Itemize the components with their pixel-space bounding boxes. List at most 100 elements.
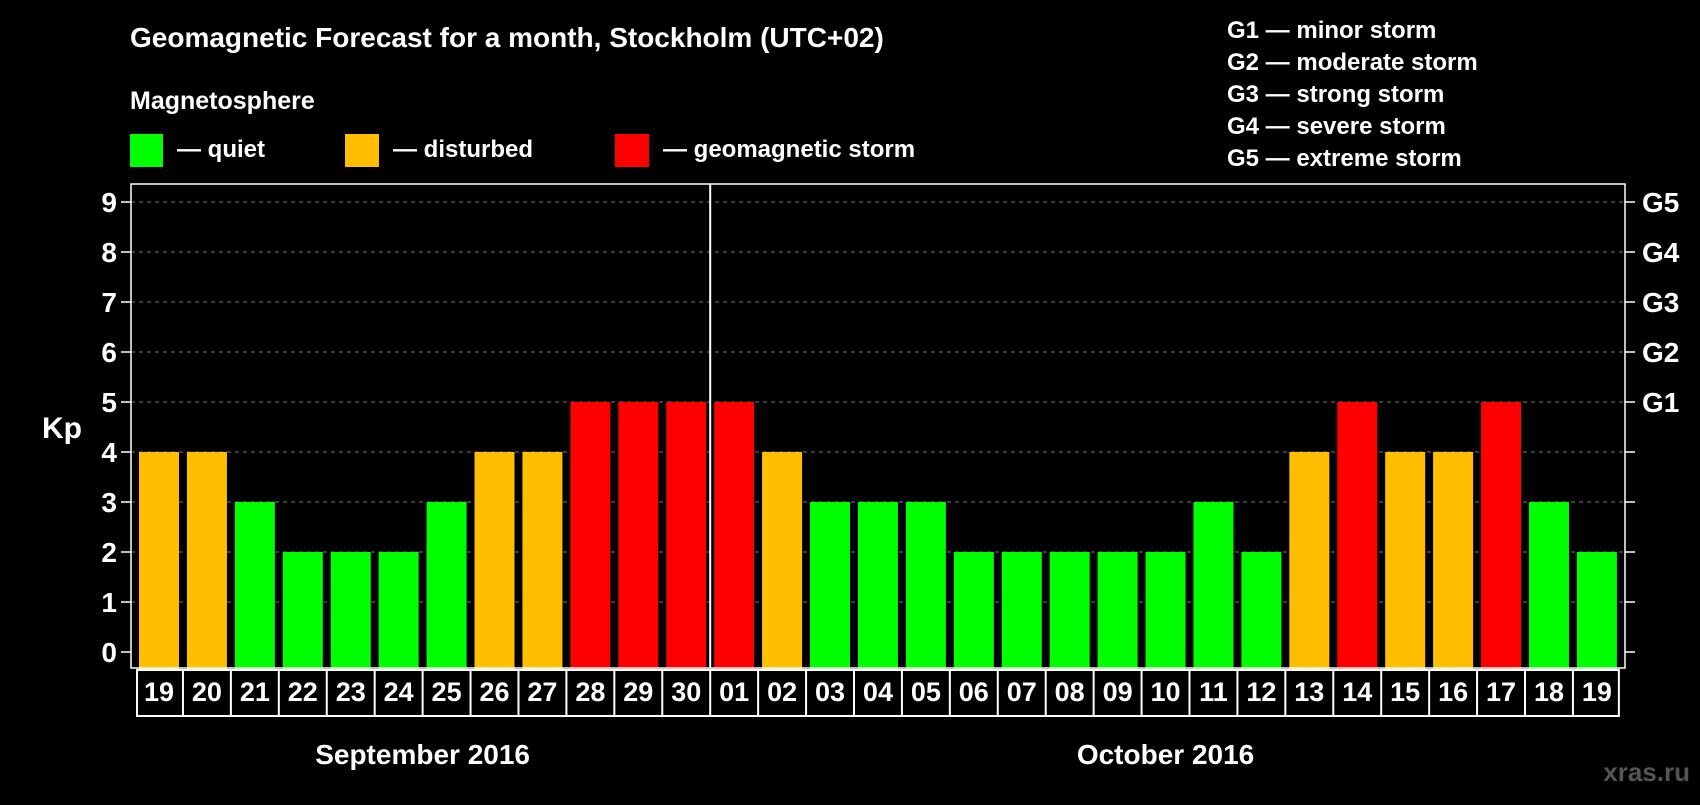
right-axis-label: G1 [1642,387,1679,418]
x-tick-label: 30 [671,677,701,707]
bars [139,402,1617,669]
x-tick-label: 07 [1007,677,1037,707]
bar [905,502,946,669]
y-tick-label: 0 [101,637,117,668]
x-tick-label: 20 [192,677,222,707]
x-tick-label: 17 [1486,677,1516,707]
bar [810,502,851,669]
x-tick-label: 10 [1151,677,1181,707]
x-tick-label: 12 [1246,677,1276,707]
month-label: September 2016 [315,739,530,770]
bar [1576,552,1617,669]
bar [234,502,275,669]
x-tick-label: 09 [1103,677,1133,707]
bar [1193,502,1234,669]
x-tick-label: 24 [384,677,414,707]
right-axis-label: G5 [1642,187,1679,218]
storm-scale-g1: G1 — minor storm [1227,17,1436,44]
x-tick-label: 26 [479,677,509,707]
x-tick-label: 23 [336,677,366,707]
legend-label-disturbed: — disturbed [393,136,533,163]
bar [282,552,323,669]
x-tick-label: 14 [1342,677,1372,707]
y-tick-label: 1 [101,587,117,618]
y-tick-label: 9 [101,187,117,218]
y-axis-label: Kp [42,412,82,445]
legend-label-quiet: — quiet [177,136,265,163]
bar [1385,452,1426,669]
bar [1337,402,1378,669]
storm-scale-g2: G2 — moderate storm [1227,49,1478,76]
bar [857,502,898,669]
bar [570,402,611,669]
y-axis-ticks: 0 1 2 3 4 5 6 7 8 9 [101,187,1635,668]
legend-item-storm: — geomagnetic storm [615,134,915,167]
x-tick-label: 04 [863,677,893,707]
x-tick-label: 29 [623,677,653,707]
date-strip [136,669,1620,717]
storm-scale-g4: G4 — severe storm [1227,113,1446,140]
y-tick-label: 5 [101,387,117,418]
x-tick-label: 18 [1534,677,1564,707]
x-tick-label: 27 [527,677,557,707]
bar [1097,552,1138,669]
month-label: October 2016 [1077,739,1254,770]
x-tick-label: 15 [1390,677,1420,707]
bar [618,402,659,669]
legend-heading: Magnetosphere [130,87,315,115]
bar [1481,402,1522,669]
x-tick-label: 21 [240,677,270,707]
chart-title: Geomagnetic Forecast for a month, Stockh… [130,22,884,53]
x-tick-label: 01 [719,677,749,707]
bar [330,552,371,669]
x-tick-label: 02 [767,677,797,707]
x-tick-label: 05 [911,677,941,707]
bar [522,452,563,669]
bar [666,402,707,669]
x-tick-label: 28 [575,677,605,707]
right-axis-label: G4 [1642,237,1680,268]
legend-item-quiet: — quiet [130,134,265,167]
x-tick-label: 19 [144,677,174,707]
x-axis-date-labels: 19 20 21 22 23 24 25 26 27 28 29 30 01 02 03 04 05 06 07 08… [136,669,1620,717]
y-tick-label: 2 [101,537,117,568]
y-tick-label: 7 [101,287,117,318]
right-axis-label: G2 [1642,337,1679,368]
bar [714,402,755,669]
right-axis-label: G3 [1642,287,1679,318]
x-tick-label: 16 [1438,677,1468,707]
y-tick-label: 6 [101,337,117,368]
x-tick-label: 25 [432,677,462,707]
x-tick-label: 19 [1582,677,1612,707]
legend-swatch-storm [615,134,649,167]
legend-item-disturbed: — disturbed [345,134,533,167]
bar [1289,452,1330,669]
x-tick-label: 08 [1055,677,1085,707]
bar [1433,452,1474,669]
bar [1241,552,1282,669]
y-tick-label: 3 [101,487,117,518]
bar [186,452,227,669]
bar [426,502,467,669]
bar [1049,552,1090,669]
bar [762,452,803,669]
legend-swatch-disturbed [345,134,379,167]
bar [953,552,994,669]
bar [1528,502,1569,669]
bar [378,552,419,669]
x-tick-label: 11 [1199,677,1228,707]
storm-scale-g3: G3 — strong storm [1227,81,1444,108]
bar [1145,552,1186,669]
watermark: xras.ru [1603,757,1690,787]
legend-swatch-quiet [130,134,163,167]
y-tick-label: 8 [101,237,117,268]
storm-scale-legend: G1 — minor storm G2 — moderate storm G3 … [1227,17,1478,172]
x-tick-label: 22 [288,677,318,707]
x-axis-month-labels: September 2016 October 2016 [315,739,1254,770]
x-tick-label: 13 [1294,677,1324,707]
bar [474,452,515,669]
storm-scale-g5: G5 — extreme storm [1227,145,1462,172]
x-tick-label: 06 [959,677,989,707]
right-axis-ticks: G1 G2 G3 G4 G5 [1642,187,1680,418]
